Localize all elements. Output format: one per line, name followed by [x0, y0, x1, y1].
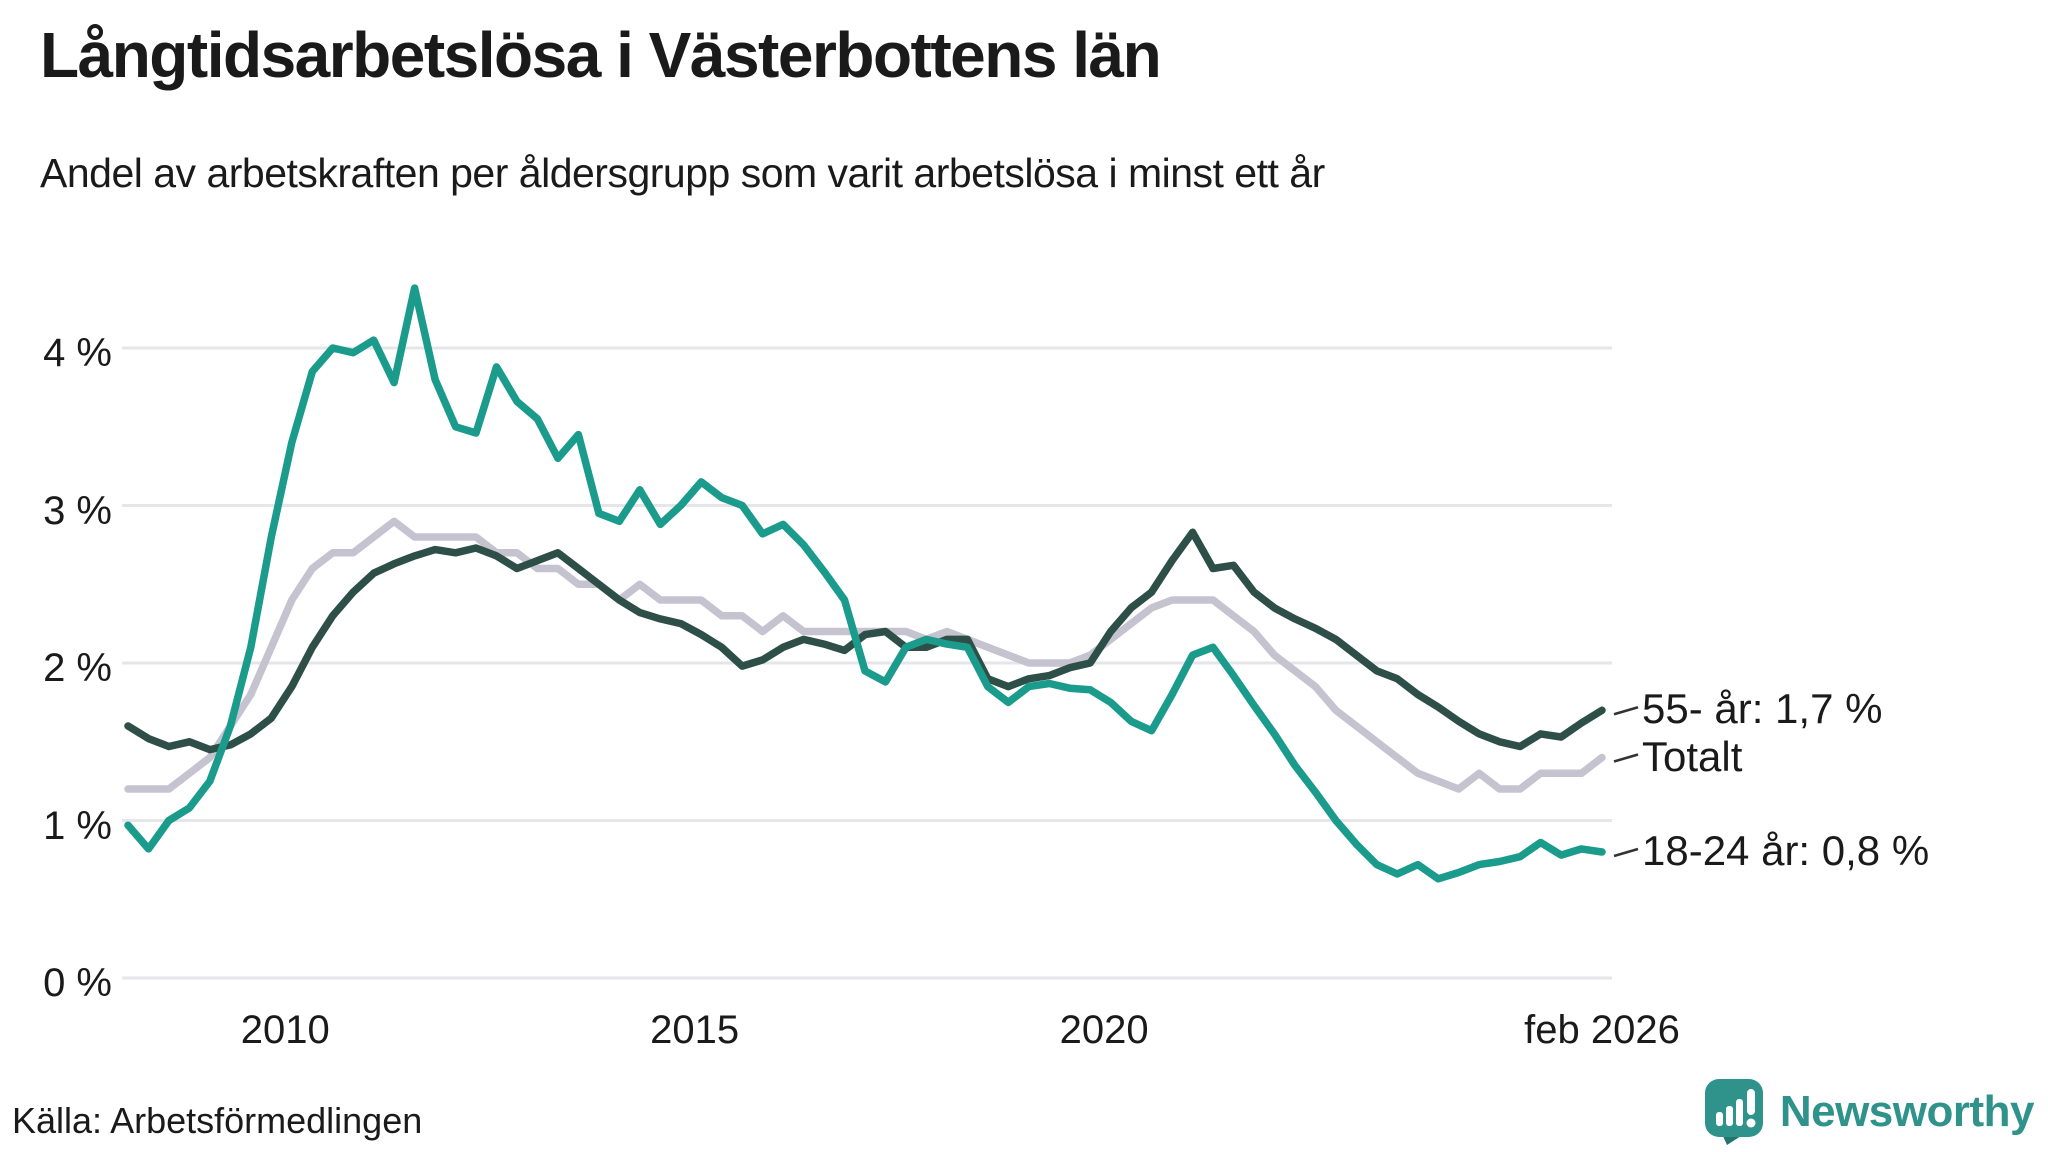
- x-tick-label: feb 2026: [1524, 1008, 1680, 1052]
- brand-name: Newsworthy: [1779, 1087, 2035, 1136]
- y-tick-label: 4 %: [43, 331, 112, 375]
- chart-subtitle: Andel av arbetskraften per åldersgrupp s…: [40, 150, 1325, 196]
- y-tick-label: 2 %: [43, 646, 112, 690]
- y-tick-label: 0 %: [43, 961, 112, 1005]
- newsworthy-logo-icon: [1704, 1079, 1763, 1145]
- series-end-label: 55- år: 1,7 %: [1642, 685, 1883, 733]
- newsworthy-brand: Newsworthy: [1704, 1078, 2035, 1146]
- series-end-label: Totalt: [1642, 732, 1743, 780]
- source-note: Källa: Arbetsförmedlingen: [12, 1100, 423, 1141]
- series-end-label: 18-24 år: 0,8 %: [1642, 827, 1930, 874]
- y-tick-label: 3 %: [43, 488, 112, 533]
- x-tick-label: 2010: [240, 1008, 330, 1052]
- x-tick-label: 2015: [650, 1008, 740, 1052]
- x-tick-label: 2020: [1059, 1008, 1149, 1052]
- page-title: Långtidsarbetslösa i Västerbottens län: [40, 19, 1162, 91]
- y-tick-label: 1 %: [43, 803, 112, 848]
